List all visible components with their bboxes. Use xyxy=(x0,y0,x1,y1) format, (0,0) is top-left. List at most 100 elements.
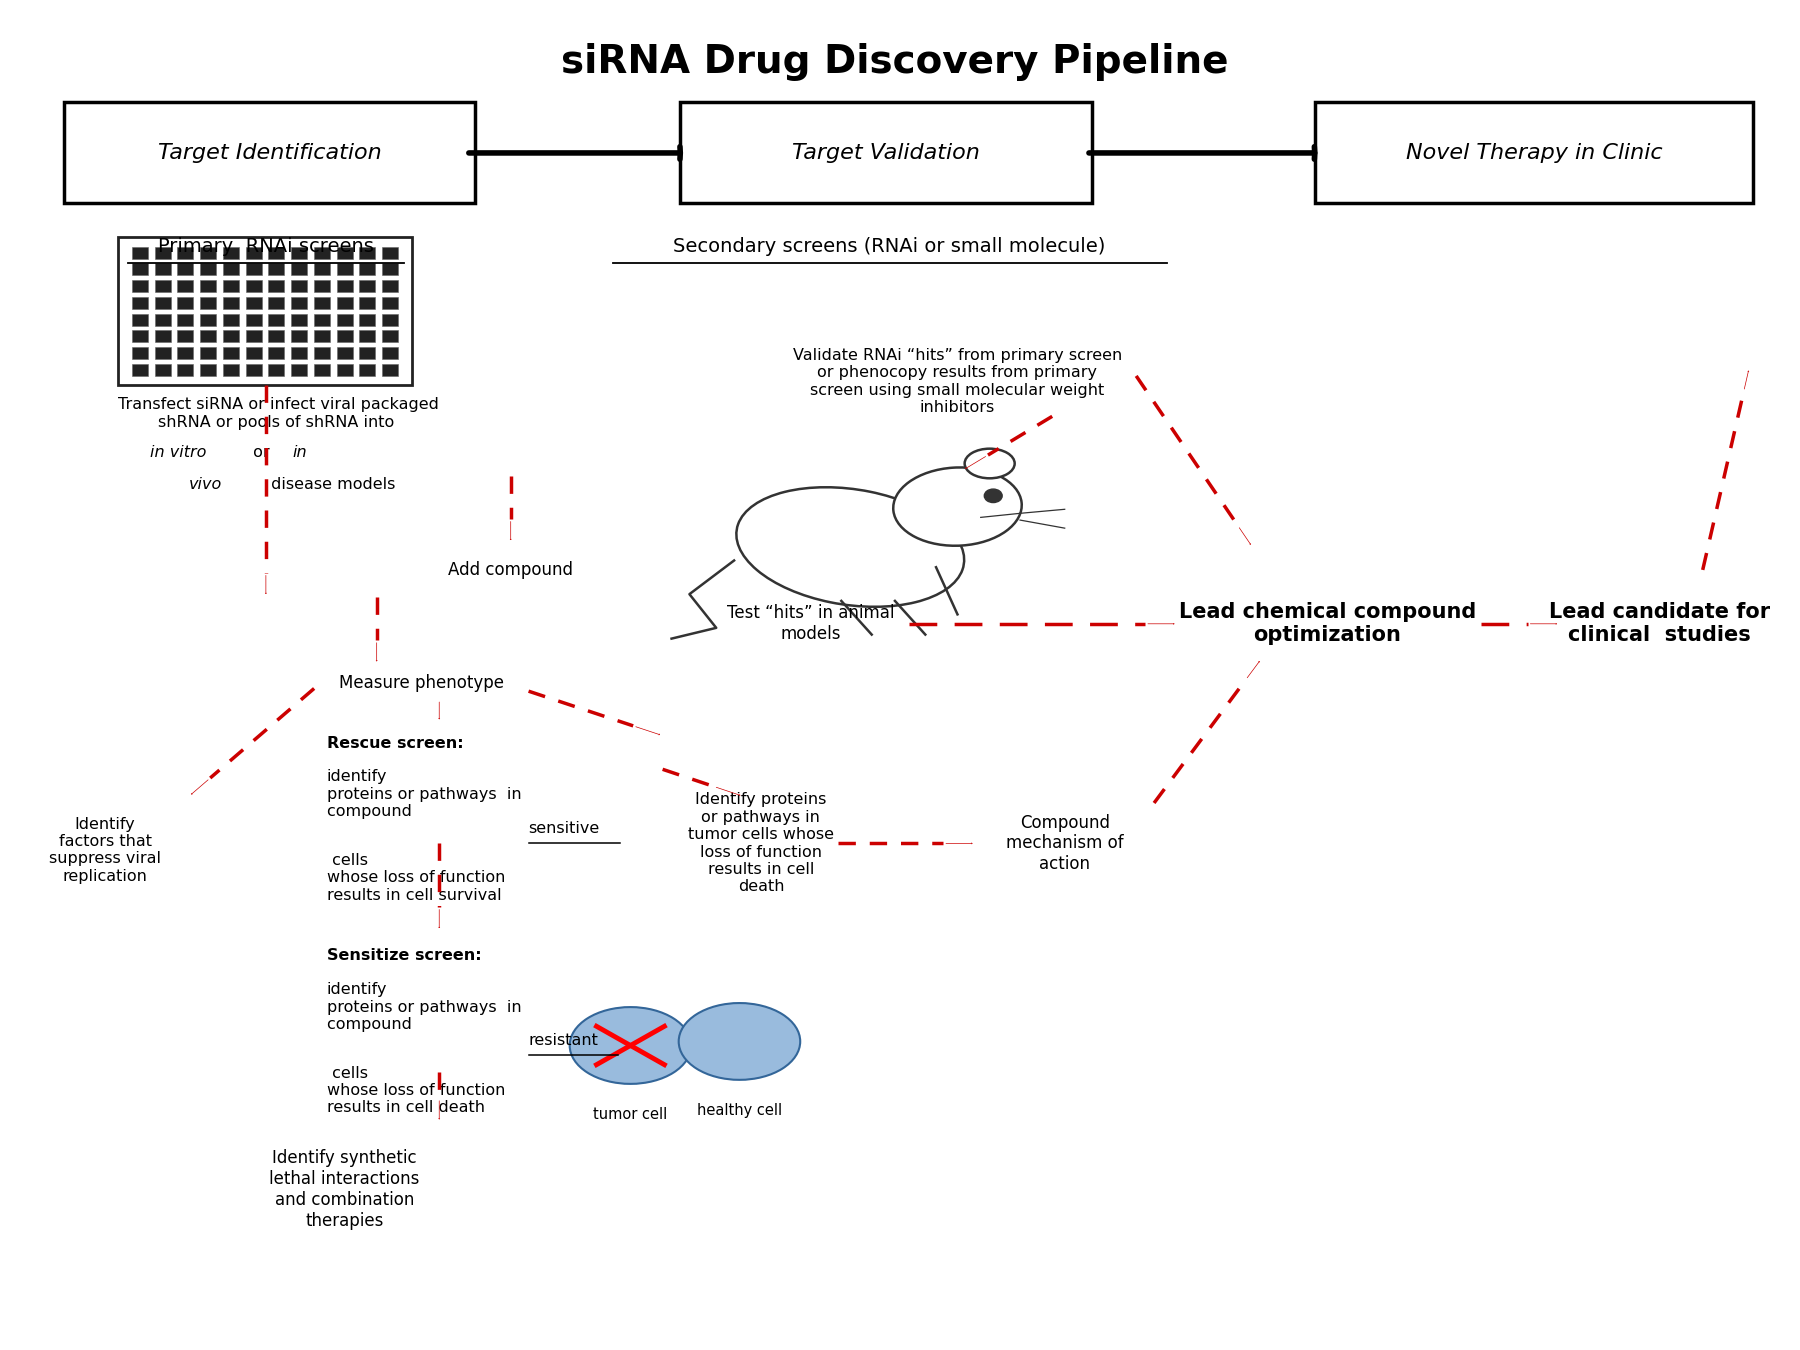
Bar xyxy=(117,238,412,385)
Text: siRNA Drug Discovery Pipeline: siRNA Drug Discovery Pipeline xyxy=(562,43,1229,81)
Bar xyxy=(155,279,171,292)
Bar xyxy=(313,313,329,325)
Bar xyxy=(245,263,261,275)
Bar xyxy=(245,347,261,359)
Bar xyxy=(155,347,171,359)
Bar xyxy=(245,331,261,343)
Bar xyxy=(268,279,284,292)
FancyBboxPatch shape xyxy=(680,103,1091,204)
Bar xyxy=(155,297,171,309)
Bar xyxy=(178,331,193,343)
Bar xyxy=(382,297,398,309)
Bar xyxy=(178,313,193,325)
FancyBboxPatch shape xyxy=(65,103,475,204)
Bar xyxy=(155,331,171,343)
Bar xyxy=(313,263,329,275)
Bar xyxy=(131,363,148,375)
Bar xyxy=(178,363,193,375)
Text: tumor cell: tumor cell xyxy=(594,1107,668,1122)
Bar xyxy=(292,247,308,259)
Text: Novel Therapy in Clinic: Novel Therapy in Clinic xyxy=(1406,143,1661,163)
Bar xyxy=(200,331,216,343)
Text: Identify synthetic
lethal interactions
and combination
therapies: Identify synthetic lethal interactions a… xyxy=(270,1149,419,1230)
Ellipse shape xyxy=(736,487,965,606)
Bar xyxy=(245,313,261,325)
Text: Lead chemical compound
optimization: Lead chemical compound optimization xyxy=(1179,602,1476,645)
Bar xyxy=(155,363,171,375)
Bar xyxy=(313,279,329,292)
Bar xyxy=(178,247,193,259)
Text: Lead candidate for
clinical  studies: Lead candidate for clinical studies xyxy=(1550,602,1771,645)
Text: identify
proteins or pathways  in
compound: identify proteins or pathways in compoun… xyxy=(326,769,522,819)
Bar xyxy=(268,363,284,375)
Bar xyxy=(200,297,216,309)
Bar xyxy=(292,347,308,359)
Bar xyxy=(178,263,193,275)
Bar xyxy=(245,297,261,309)
Bar xyxy=(131,297,148,309)
Bar xyxy=(360,313,376,325)
Ellipse shape xyxy=(965,448,1015,478)
Bar xyxy=(155,247,171,259)
Bar xyxy=(292,279,308,292)
Ellipse shape xyxy=(679,1003,801,1080)
Text: Add compound: Add compound xyxy=(448,560,572,579)
Bar xyxy=(337,347,353,359)
Bar xyxy=(131,279,148,292)
Bar xyxy=(292,331,308,343)
Bar xyxy=(223,263,239,275)
Text: Target Identification: Target Identification xyxy=(158,143,382,163)
Bar xyxy=(200,347,216,359)
Text: Test “hits” in animal
models: Test “hits” in animal models xyxy=(727,605,895,643)
Bar xyxy=(268,297,284,309)
Text: disease models: disease models xyxy=(266,477,396,491)
Bar xyxy=(268,347,284,359)
Text: Validate RNAi “hits” from primary screen
or phenocopy results from primary
scree: Validate RNAi “hits” from primary screen… xyxy=(792,348,1121,414)
Ellipse shape xyxy=(893,467,1022,545)
Bar xyxy=(223,331,239,343)
Bar xyxy=(245,279,261,292)
Bar xyxy=(337,279,353,292)
Text: in vitro: in vitro xyxy=(149,444,205,459)
Text: sensitive: sensitive xyxy=(529,821,599,836)
Bar xyxy=(268,247,284,259)
Text: vivo: vivo xyxy=(189,477,221,491)
Bar xyxy=(360,279,376,292)
Bar xyxy=(313,331,329,343)
Text: cells
whose loss of function
results in cell survival: cells whose loss of function results in … xyxy=(326,853,506,903)
Bar xyxy=(360,263,376,275)
Bar xyxy=(360,297,376,309)
Text: Identify proteins
or pathways in
tumor cells whose
loss of function
results in c: Identify proteins or pathways in tumor c… xyxy=(688,792,833,895)
Bar xyxy=(223,279,239,292)
Bar xyxy=(382,263,398,275)
Bar xyxy=(223,363,239,375)
Bar xyxy=(200,247,216,259)
Bar xyxy=(131,347,148,359)
Bar xyxy=(245,247,261,259)
Text: in: in xyxy=(293,444,308,459)
Bar xyxy=(337,297,353,309)
Text: Transfect siRNA or infect viral packaged
shRNA or pools of shRNA into: Transfect siRNA or infect viral packaged… xyxy=(119,397,439,429)
Bar xyxy=(313,363,329,375)
Bar xyxy=(131,247,148,259)
Bar xyxy=(292,263,308,275)
Bar xyxy=(155,263,171,275)
Bar xyxy=(313,297,329,309)
Bar xyxy=(382,279,398,292)
Ellipse shape xyxy=(569,1007,691,1084)
Text: Primary  RNAi screens: Primary RNAi screens xyxy=(158,238,374,256)
Bar xyxy=(178,279,193,292)
Bar xyxy=(223,297,239,309)
Text: identify
proteins or pathways  in
compound: identify proteins or pathways in compoun… xyxy=(326,983,522,1031)
Bar xyxy=(382,247,398,259)
Bar xyxy=(313,247,329,259)
Bar xyxy=(337,331,353,343)
Bar xyxy=(268,263,284,275)
Bar xyxy=(155,313,171,325)
Bar xyxy=(223,313,239,325)
Bar xyxy=(382,347,398,359)
Circle shape xyxy=(985,489,1003,502)
Bar xyxy=(245,363,261,375)
Bar xyxy=(382,363,398,375)
Bar xyxy=(313,347,329,359)
